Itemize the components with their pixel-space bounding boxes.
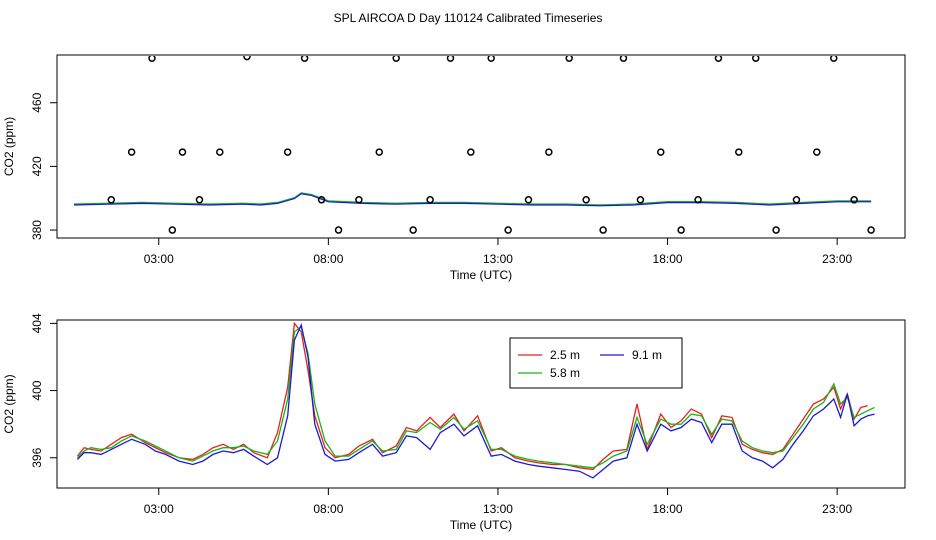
x-tick-label: 13:00 [483, 502, 513, 516]
data-point [636, 196, 645, 204]
data-point [813, 148, 821, 156]
x-axis-label: Time (UTC) [450, 518, 512, 532]
data-point [582, 196, 590, 204]
data-point [752, 56, 760, 62]
data-point [772, 226, 780, 234]
data-point [714, 56, 723, 62]
data-point [107, 196, 116, 204]
series-line [73, 192, 872, 206]
top-panel: 03:00 08:00 13:00 18:00 23:00 380 420 460 Time (… [2, 54, 906, 282]
data-point [545, 148, 553, 156]
data-point [426, 196, 434, 204]
data-point [283, 148, 292, 156]
data-point [657, 148, 665, 156]
data-point [524, 196, 533, 204]
legend: 2.5 m 5.8 m 9.1 m [509, 337, 683, 389]
series-line-2 [76, 325, 875, 469]
data-point [195, 196, 204, 204]
plot-frame [56, 319, 906, 489]
data-point [487, 56, 495, 62]
data-point [216, 148, 224, 156]
chart-title: SPL AIRCOA D Day 110124 Calibrated Times… [334, 11, 603, 25]
legend-label: 5.8 m [550, 366, 580, 380]
y-tick-label: 400 [30, 380, 44, 400]
data-point [355, 196, 363, 204]
x-tick-label: 18:00 [653, 252, 683, 266]
x-tick-label: 18:00 [653, 502, 683, 516]
plot-frame [56, 54, 906, 239]
y-axis-label: CO2 (ppm) [2, 374, 16, 433]
series-line-3 [76, 322, 875, 479]
data-point [504, 226, 512, 234]
data-point [375, 148, 383, 156]
data-point [317, 196, 326, 204]
y-tick-label: 396 [30, 447, 44, 467]
series-line-1 [76, 321, 868, 471]
data-point [243, 56, 251, 61]
data-point [148, 56, 156, 62]
x-tick-label: 23:00 [822, 502, 852, 516]
series-line [73, 193, 872, 207]
data-point [178, 148, 187, 156]
data-point [694, 196, 702, 204]
data-point [409, 226, 417, 234]
data-point [735, 148, 743, 156]
data-point [792, 196, 801, 204]
x-tick-label: 08:00 [313, 502, 343, 516]
x-tick-label: 08:00 [313, 252, 343, 266]
bottom-panel: 03:00 08:00 13:00 18:00 23:00 396 400 404 Time (… [2, 313, 906, 532]
data-point [867, 226, 875, 234]
legend-label: 9.1 m [632, 348, 662, 362]
data-point [127, 148, 136, 156]
data-point [168, 226, 177, 234]
data-point [677, 226, 685, 234]
x-tick-label: 03:00 [144, 502, 174, 516]
data-point [392, 56, 400, 62]
y-tick-label: 404 [30, 313, 44, 333]
data-point [467, 148, 475, 156]
legend-box [509, 337, 683, 389]
data-point [830, 56, 838, 62]
data-point [565, 56, 573, 62]
data-layer [76, 321, 875, 479]
y-tick-label: 380 [30, 220, 44, 240]
data-point [300, 56, 309, 62]
data-point [446, 56, 455, 62]
legend-label: 2.5 m [550, 348, 580, 362]
y-tick-label: 460 [30, 92, 44, 112]
x-tick-label: 13:00 [483, 252, 513, 266]
x-axis-label: Time (UTC) [450, 268, 512, 282]
x-tick-label: 23:00 [822, 252, 852, 266]
x-tick-label: 03:00 [144, 252, 174, 266]
data-point [619, 56, 628, 62]
y-tick-label: 420 [30, 156, 44, 176]
data-point [850, 196, 858, 204]
data-layer [73, 56, 875, 234]
data-point [599, 226, 607, 234]
y-axis-label: CO2 (ppm) [2, 117, 16, 176]
data-point [334, 226, 343, 234]
